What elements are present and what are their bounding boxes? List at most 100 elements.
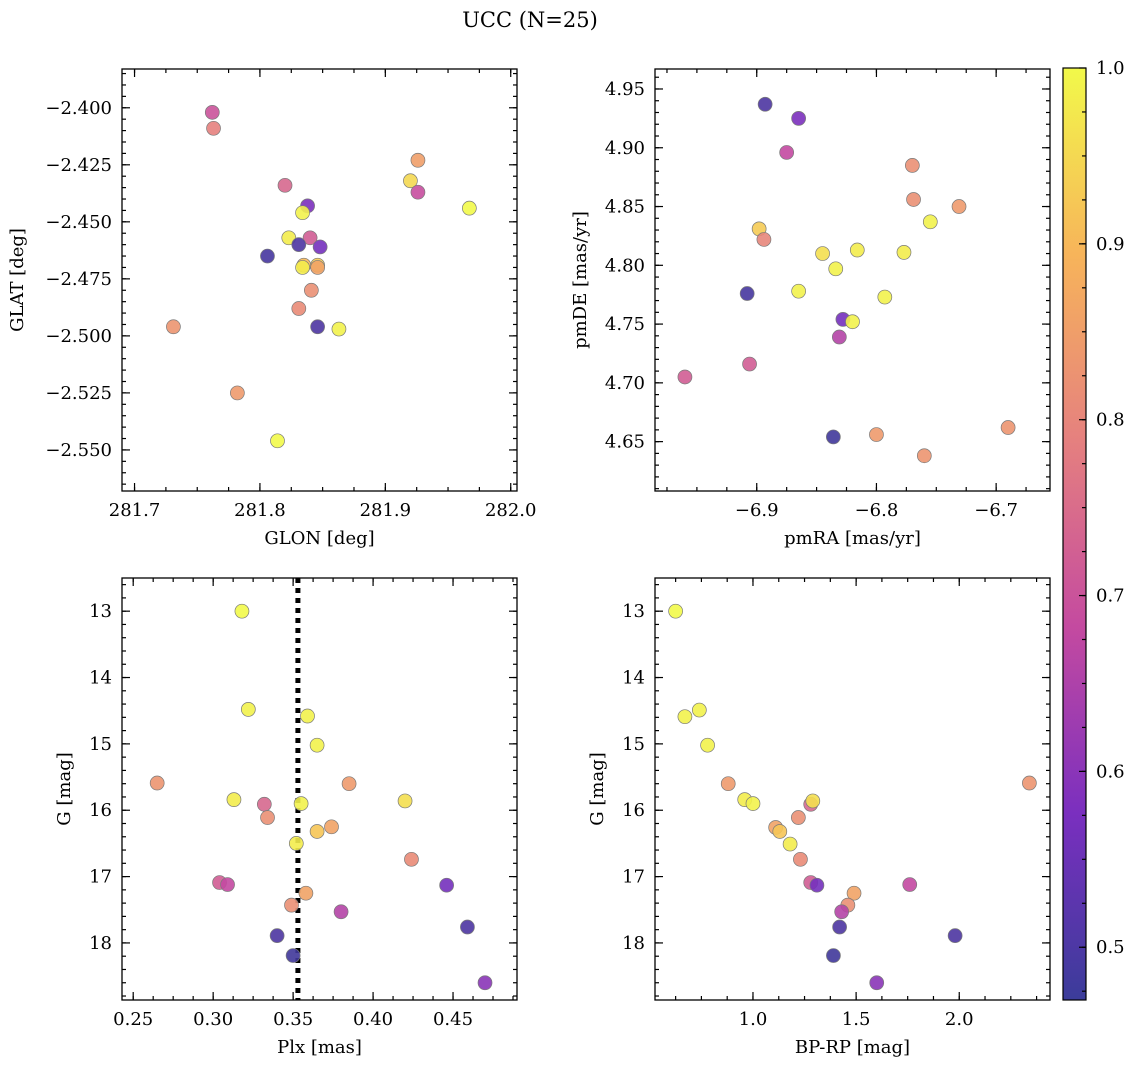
data-point [206, 120, 221, 136]
data-point [793, 851, 808, 867]
y-tick-label: 4.90 [605, 138, 645, 159]
data-point [166, 319, 181, 335]
y-tick-label: 16 [622, 800, 645, 821]
y-tick-label: 4.75 [605, 314, 645, 335]
y-tick-label: 4.70 [605, 373, 645, 394]
data-point [303, 282, 319, 298]
data-point [677, 369, 693, 385]
figure-title: UCC (N=25) [462, 8, 598, 32]
data-point [668, 603, 683, 619]
panel-parallax-magnitude: 0.25 0.30 0.35 0.40 0.45 13 14 15 16 17 18 Plx [mas… [54, 577, 518, 1058]
data-point [826, 948, 841, 963]
data-point [324, 819, 339, 835]
data-point [293, 796, 309, 811]
data-point [902, 877, 918, 892]
data-point [896, 245, 912, 260]
x-tick-label: 1.5 [842, 1009, 871, 1030]
data-point [922, 214, 938, 230]
plot-frame [121, 68, 518, 492]
data-point [691, 702, 707, 718]
data-point [439, 877, 454, 893]
data-point [220, 877, 235, 892]
data-point [277, 177, 293, 193]
data-point [300, 708, 315, 724]
data-point [745, 796, 761, 811]
y-tick-label: 16 [89, 800, 112, 821]
colorbar-tick-label: 0.9 [1096, 234, 1125, 255]
data-point [742, 356, 757, 372]
data-point [477, 975, 493, 991]
data-point [834, 904, 850, 920]
data-point [204, 104, 220, 120]
colorbar-tick-label: 1.0 [1096, 58, 1125, 79]
y-tick-label: 15 [89, 734, 112, 755]
data-point [256, 796, 272, 812]
data-point [341, 776, 357, 792]
x-tick-label: 281.7 [109, 500, 161, 521]
data-point [845, 314, 860, 330]
data-point [410, 152, 426, 168]
x-tick-label: 0.40 [353, 1009, 393, 1030]
panel-glon-glat: 281.7 281.8 281.9 282.0 −2.550 −2.525 −2.500 −2… [7, 68, 536, 549]
x-tick-label: 281.8 [234, 500, 286, 521]
x-axis-label: GLON [deg] [264, 528, 374, 549]
data-point [310, 260, 325, 275]
data-point [269, 928, 285, 943]
data-point [295, 205, 310, 221]
data-point [825, 429, 841, 445]
data-point [309, 737, 325, 753]
x-tick-label: 0.25 [113, 1009, 153, 1030]
data-point [809, 877, 825, 893]
x-axis-label: Plx [mas] [277, 1037, 362, 1058]
y-tick-label: −2.525 [45, 383, 112, 404]
y-tick-label: 4.85 [605, 197, 645, 218]
data-point [757, 96, 773, 112]
data-point [877, 289, 893, 305]
y-tick-label: −2.475 [45, 269, 112, 290]
data-point [309, 824, 325, 839]
data-point [805, 793, 821, 809]
data-point [832, 919, 847, 935]
data-point [916, 448, 932, 464]
y-tick-label: 18 [89, 933, 112, 954]
data-point [947, 928, 963, 943]
data-point [403, 173, 418, 189]
y-axis-label: GLAT [deg] [7, 228, 28, 332]
plot-frame [121, 577, 518, 1001]
y-tick-label: 4.80 [605, 255, 645, 276]
data-point [846, 885, 862, 901]
data-point [791, 283, 806, 299]
data-point [284, 897, 299, 913]
x-tick-label: −6.9 [735, 500, 779, 521]
data-point [782, 836, 798, 852]
y-tick-label: 15 [622, 734, 645, 755]
data-point [288, 836, 304, 851]
data-point [404, 851, 419, 867]
data-point [831, 329, 847, 345]
x-tick-label: −6.7 [974, 500, 1018, 521]
data-point [295, 260, 310, 275]
x-tick-label: 0.30 [193, 1009, 233, 1030]
colorbar: 0.5 0.6 0.7 0.8 0.9 1.0 [1062, 58, 1125, 1001]
x-tick-label: 2.0 [945, 1009, 974, 1030]
data-point [312, 239, 328, 255]
y-axis-label: G [mag] [587, 752, 608, 825]
data-point [772, 824, 788, 839]
y-tick-label: 4.95 [605, 79, 645, 100]
y-tick-label: −2.550 [45, 440, 112, 461]
y-tick-label: 13 [622, 601, 645, 622]
data-point [1022, 775, 1037, 791]
data-point [677, 709, 693, 725]
data-point [291, 237, 307, 252]
data-point [270, 433, 285, 449]
data-point [333, 904, 349, 920]
y-tick-label: 17 [622, 867, 645, 888]
colorbar-gradient [1062, 67, 1087, 1001]
y-axis-label: G [mag] [54, 752, 75, 825]
y-tick-label: −2.450 [45, 212, 112, 233]
data-point [461, 200, 477, 216]
x-tick-label: 0.45 [433, 1009, 473, 1030]
panel-proper-motion: −6.9 −6.8 −6.7 4.65 4.70 4.75 4.80 4.85 4.90 4.95… [570, 68, 1051, 549]
data-point [756, 232, 772, 247]
